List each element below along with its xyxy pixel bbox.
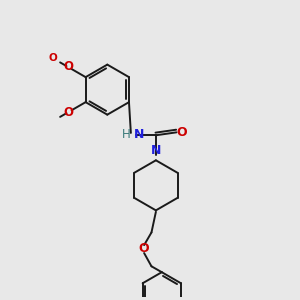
Text: N: N	[134, 128, 144, 142]
Text: H: H	[122, 128, 131, 142]
Text: O: O	[63, 106, 73, 119]
Text: N: N	[151, 144, 161, 157]
Text: O: O	[176, 126, 187, 139]
Text: O: O	[49, 53, 57, 63]
Text: O: O	[139, 242, 149, 255]
Text: O: O	[63, 61, 73, 74]
